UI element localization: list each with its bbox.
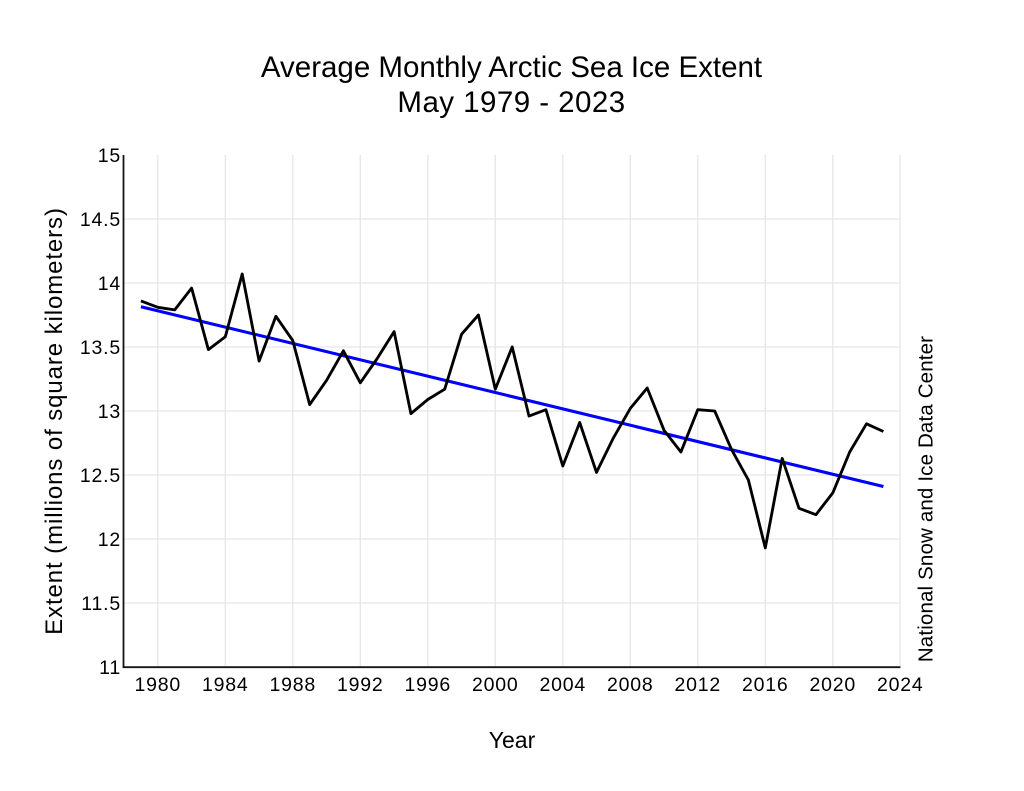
svg-text:May 1979 - 2023: May 1979 - 2023 bbox=[397, 86, 625, 119]
svg-text:2012: 2012 bbox=[675, 674, 722, 696]
svg-text:2016: 2016 bbox=[742, 674, 789, 696]
svg-text:1992: 1992 bbox=[337, 674, 384, 696]
svg-text:14.5: 14.5 bbox=[80, 209, 121, 231]
svg-text:11: 11 bbox=[99, 657, 121, 679]
svg-text:2004: 2004 bbox=[540, 674, 587, 696]
svg-text:2024: 2024 bbox=[877, 674, 924, 696]
svg-text:12: 12 bbox=[98, 529, 121, 551]
svg-text:1996: 1996 bbox=[405, 674, 452, 696]
svg-text:2020: 2020 bbox=[810, 674, 857, 696]
svg-text:1984: 1984 bbox=[202, 674, 249, 696]
svg-text:National Snow and Ice Data Cen: National Snow and Ice Data Center bbox=[915, 336, 938, 662]
svg-text:Extent (millions of square kil: Extent (millions of square kilometers) bbox=[41, 207, 68, 635]
svg-text:2000: 2000 bbox=[472, 674, 519, 696]
svg-text:Year: Year bbox=[489, 727, 536, 753]
svg-text:15: 15 bbox=[98, 145, 121, 167]
svg-text:1988: 1988 bbox=[270, 674, 317, 696]
svg-text:12.5: 12.5 bbox=[80, 465, 121, 487]
svg-text:1980: 1980 bbox=[135, 674, 182, 696]
svg-text:11.5: 11.5 bbox=[81, 593, 121, 615]
svg-text:Average Monthly Arctic Sea Ice: Average Monthly Arctic Sea Ice Extent bbox=[261, 51, 762, 84]
svg-text:13.5: 13.5 bbox=[80, 337, 121, 359]
svg-text:14: 14 bbox=[98, 273, 121, 295]
svg-text:13: 13 bbox=[98, 401, 121, 423]
svg-text:2008: 2008 bbox=[607, 674, 654, 696]
